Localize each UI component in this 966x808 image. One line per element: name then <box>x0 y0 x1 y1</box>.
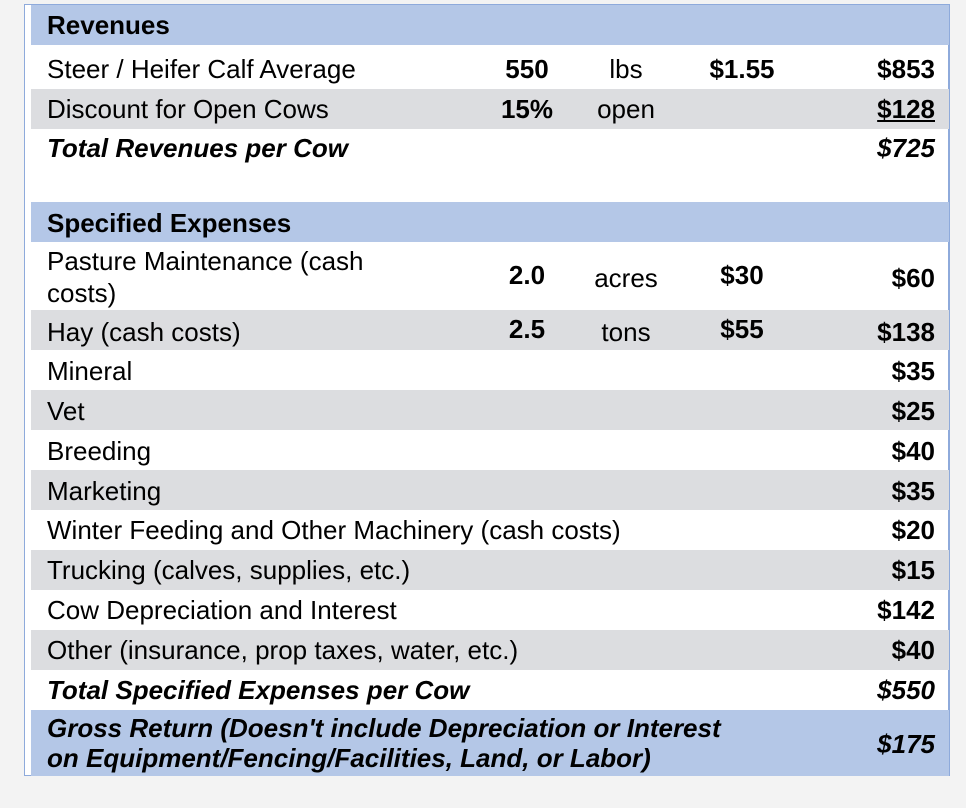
row-label-line-1: Pasture Maintenance (cash <box>47 246 364 276</box>
row-label: Other (insurance, prop taxes, water, etc… <box>47 635 519 665</box>
expense-row-winter-feeding: Winter Feeding and Other Machinery (cash… <box>31 510 949 550</box>
expenses-header-row: Specified Expenses <box>31 202 949 242</box>
total-revenues-label: Total Revenues per Cow <box>47 133 348 163</box>
total-revenues-row: Total Revenues per Cow $725 <box>31 129 949 169</box>
row-price: $55 <box>720 314 764 344</box>
row-total: $40 <box>891 635 935 665</box>
row-quantity: 15% <box>500 94 554 124</box>
expense-row-breeding: Breeding $40 <box>31 430 949 470</box>
row-unit: acres <box>594 263 658 293</box>
row-total: $128 <box>877 94 935 124</box>
expense-row-mineral: Mineral $35 <box>31 350 949 390</box>
total-revenues-value: $725 <box>877 133 935 163</box>
revenues-header-row: Revenues <box>31 5 949 45</box>
expense-row-other: Other (insurance, prop taxes, water, etc… <box>31 630 949 670</box>
expense-row-hay: Hay (cash costs) 2.5 tons $55 $138 <box>31 310 949 350</box>
total-expenses-label: Total Specified Expenses per Cow <box>47 675 470 705</box>
row-quantity: 2.0 <box>508 260 546 290</box>
row-price: $30 <box>720 260 764 290</box>
expense-row-marketing: Marketing $35 <box>31 470 949 510</box>
expense-row-vet: Vet $25 <box>31 390 949 430</box>
revenue-row-open-cows: Discount for Open Cows 15% open $128 <box>31 89 949 129</box>
row-unit: lbs <box>609 54 643 84</box>
total-expenses-value: $550 <box>877 675 935 705</box>
expense-row-cow-depreciation: Cow Depreciation and Interest $142 <box>31 590 949 630</box>
gross-return-value: $175 <box>877 729 935 759</box>
row-total: $25 <box>891 396 935 426</box>
row-label: Cow Depreciation and Interest <box>47 595 397 625</box>
gross-return-label-line-1: Gross Return (Doesn't include Depreciati… <box>47 713 721 743</box>
row-label: Vet <box>47 396 85 426</box>
revenue-row-calf-average: Steer / Heifer Calf Average 550 lbs $1.5… <box>31 49 949 89</box>
row-label: Discount for Open Cows <box>47 94 329 124</box>
row-label: Hay (cash costs) <box>47 317 241 347</box>
budget-table: Revenues Steer / Heifer Calf Average 550… <box>24 4 950 776</box>
gross-return-row: Gross Return (Doesn't include Depreciati… <box>31 710 949 776</box>
row-total: $60 <box>891 263 935 293</box>
revenues-header: Revenues <box>47 10 170 40</box>
row-label-line-2: costs) <box>47 278 117 308</box>
gross-return-label-line-2: on Equipment/Fencing/Facilities, Land, o… <box>47 743 651 773</box>
row-total: $15 <box>891 555 935 585</box>
row-unit: open <box>597 94 655 124</box>
row-total: $35 <box>891 476 935 506</box>
expense-row-trucking: Trucking (calves, supplies, etc.) $15 <box>31 550 949 590</box>
row-total: $142 <box>877 595 935 625</box>
row-total: $40 <box>891 436 935 466</box>
row-total: $853 <box>877 54 935 84</box>
expense-row-pasture: Pasture Maintenance (cash costs) 2.0 acr… <box>31 242 949 310</box>
row-label: Marketing <box>47 476 162 506</box>
row-total: $20 <box>891 515 935 545</box>
expenses-header: Specified Expenses <box>47 208 292 238</box>
row-label: Mineral <box>47 356 133 386</box>
row-unit: tons <box>601 317 651 347</box>
row-label: Winter Feeding and Other Machinery (cash… <box>47 515 621 545</box>
total-expenses-row: Total Specified Expenses per Cow $550 <box>31 670 949 710</box>
row-label: Trucking (calves, supplies, etc.) <box>47 555 411 585</box>
row-total: $35 <box>891 356 935 386</box>
row-quantity: 2.5 <box>508 314 546 344</box>
row-label: Breeding <box>47 436 152 466</box>
row-quantity: 550 <box>505 54 549 84</box>
row-price: $1.55 <box>709 54 775 84</box>
row-label: Steer / Heifer Calf Average <box>47 54 356 84</box>
row-total: $138 <box>877 317 935 347</box>
